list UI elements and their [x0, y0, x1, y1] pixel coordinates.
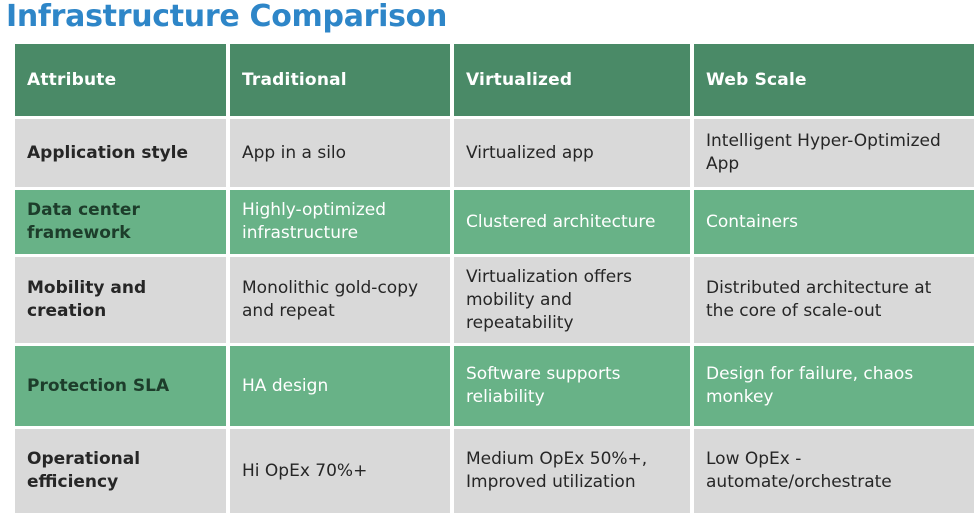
column-header-attribute[interactable]: Attribute — [15, 44, 230, 119]
table-row: Application style App in a silo Virtuali… — [15, 119, 974, 190]
row-attribute-label: Application style — [15, 119, 230, 190]
cell-virtualized: Clustered architecture — [454, 190, 694, 257]
table-row: Data center framework Highly-optimized i… — [15, 190, 974, 257]
column-header-web-scale[interactable]: Web Scale — [694, 44, 974, 119]
cell-virtualized: Software supports reliability — [454, 346, 694, 429]
row-attribute-label: Protection SLA — [15, 346, 230, 429]
cell-web-scale: Design for failure, chaos monkey — [694, 346, 974, 429]
cell-traditional: Highly-optimized infrastructure — [230, 190, 454, 257]
cell-traditional: HA design — [230, 346, 454, 429]
row-attribute-label: Data center framework — [15, 190, 230, 257]
cell-web-scale: Containers — [694, 190, 974, 257]
page-title: Infrastructure Comparison — [6, 0, 448, 34]
table-header: Attribute Traditional Virtualized Web Sc… — [15, 44, 974, 119]
cell-traditional: Hi OpEx 70%+ — [230, 429, 454, 513]
column-header-virtualized[interactable]: Virtualized — [454, 44, 694, 119]
cell-web-scale: Intelligent Hyper-Optimized App — [694, 119, 974, 190]
slide-canvas: Infrastructure Comparison Attribute Trad… — [6, 0, 974, 513]
cell-virtualized: Medium OpEx 50%+, Improved utilization — [454, 429, 694, 513]
cell-web-scale: Low OpEx - automate/orchestrate — [694, 429, 974, 513]
cell-virtualized: Virtualization offers mobility and repea… — [454, 257, 694, 346]
table-row: Mobility and creation Monolithic gold-co… — [15, 257, 974, 346]
cell-web-scale: Distributed architecture at the core of … — [694, 257, 974, 346]
row-attribute-label: Mobility and creation — [15, 257, 230, 346]
cell-traditional: Monolithic gold-copy and repeat — [230, 257, 454, 346]
table-row: Protection SLA HA design Software suppor… — [15, 346, 974, 429]
infrastructure-comparison-table: Attribute Traditional Virtualized Web Sc… — [15, 44, 974, 513]
table-header-row: Attribute Traditional Virtualized Web Sc… — [15, 44, 974, 119]
cell-traditional: App in a silo — [230, 119, 454, 190]
row-attribute-label: Operational efficiency — [15, 429, 230, 513]
column-header-traditional[interactable]: Traditional — [230, 44, 454, 119]
table-row: Operational efficiency Hi OpEx 70%+ Medi… — [15, 429, 974, 513]
table-body: Application style App in a silo Virtuali… — [15, 119, 974, 513]
cell-virtualized: Virtualized app — [454, 119, 694, 190]
